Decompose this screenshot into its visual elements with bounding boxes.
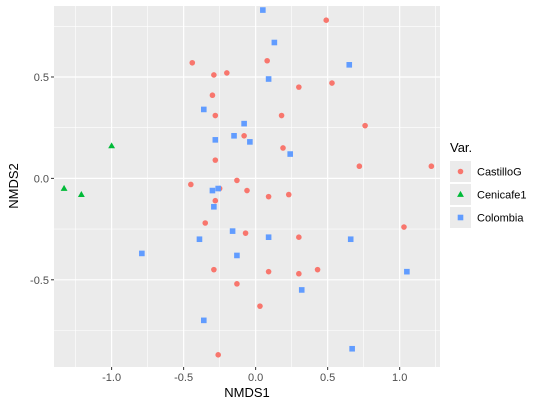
data-point-colombia — [265, 234, 272, 241]
data-point-colombia — [347, 236, 354, 243]
y-tick-label: 0.0 — [34, 173, 49, 185]
legend-item-castillog: CastilloG — [450, 161, 522, 182]
data-point-castillog — [323, 17, 330, 23]
data-point-castillog — [296, 270, 302, 277]
data-point-castillog — [280, 145, 286, 151]
data-point-castillog — [329, 80, 335, 86]
legend-key-triangle-icon — [457, 190, 464, 197]
data-point-castillog — [224, 70, 230, 76]
x-tick-label: 1.0 — [392, 372, 407, 384]
x-axis-title: NMDS1 — [224, 385, 270, 400]
data-point-castillog — [242, 230, 249, 236]
x-tick-label: -0.5 — [174, 372, 193, 384]
data-point-castillog — [189, 59, 196, 66]
data-point-castillog — [356, 163, 363, 170]
data-point-castillog — [244, 187, 250, 194]
data-point-colombia — [231, 132, 237, 139]
data-point-castillog — [234, 281, 240, 287]
data-point-castillog — [257, 303, 263, 309]
legend-key-circle-icon — [457, 168, 464, 175]
data-point-colombia — [212, 137, 219, 143]
data-point-castillog — [362, 122, 368, 129]
data-point-castillog — [209, 92, 216, 99]
data-point-castillog — [241, 132, 247, 139]
data-point-cenicafe1 — [60, 184, 68, 191]
data-point-colombia — [298, 287, 305, 293]
legend-label: CastilloG — [477, 167, 522, 179]
data-point-castillog — [265, 193, 272, 200]
data-point-colombia — [211, 203, 217, 210]
data-point-colombia — [349, 345, 355, 352]
legend-items: CastilloG Cenicafe1 Colombia — [450, 161, 527, 228]
data-point-castillog — [211, 266, 217, 273]
series-castillog — [188, 17, 435, 358]
x-tick-label: 0.0 — [248, 372, 263, 384]
data-point-castillog — [278, 112, 285, 119]
y-tick-label: -0.5 — [30, 275, 49, 287]
data-point-colombia — [287, 151, 294, 157]
x-axis: -1.0 -0.5 0.0 0.5 1.0 — [102, 367, 407, 384]
data-point-colombia — [260, 7, 266, 13]
data-point-colombia — [209, 187, 216, 194]
legend-key-square-icon — [457, 214, 464, 221]
data-point-castillog — [314, 266, 321, 273]
y-axis-title: NMDS2 — [6, 163, 21, 209]
data-point-castillog — [188, 181, 194, 188]
data-point-colombia — [271, 39, 278, 46]
y-axis: -0.5 0.0 0.5 — [30, 72, 54, 287]
legend-item-cenicafe1: Cenicafe1 — [450, 184, 527, 205]
legend: Var. CastilloG Cenicafe1 Colombia — [450, 140, 527, 228]
data-point-castillog — [212, 197, 219, 204]
data-point-colombia — [241, 120, 247, 127]
data-point-castillog — [296, 84, 302, 90]
data-point-colombia — [200, 106, 207, 113]
data-point-colombia — [215, 185, 221, 192]
plot-panel — [54, 6, 440, 367]
data-point-castillog — [285, 191, 292, 198]
x-tick-label: -1.0 — [102, 372, 121, 384]
data-point-colombia — [139, 250, 145, 257]
data-point-castillog — [264, 57, 270, 64]
series-colombia — [139, 7, 410, 352]
data-point-castillog — [215, 352, 221, 358]
data-point-colombia — [346, 62, 353, 68]
grid-layer — [54, 6, 440, 367]
data-point-colombia — [196, 236, 203, 243]
data-point-cenicafe1 — [77, 191, 85, 197]
data-point-colombia — [200, 317, 207, 324]
data-point-castillog — [401, 224, 407, 230]
legend-label: Colombia — [477, 213, 524, 225]
data-point-colombia — [234, 252, 240, 259]
data-point-castillog — [265, 268, 272, 275]
data-point-castillog — [202, 220, 209, 226]
data-point-castillog — [212, 112, 219, 119]
data-point-colombia — [229, 228, 236, 234]
data-point-cenicafe1 — [108, 142, 116, 149]
y-tick-label: 0.5 — [34, 72, 49, 84]
x-tick-label: 0.5 — [320, 372, 335, 384]
data-point-colombia — [247, 139, 253, 145]
data-point-colombia — [265, 76, 272, 82]
points-layer — [60, 7, 435, 358]
data-point-castillog — [428, 163, 435, 170]
data-point-colombia — [404, 268, 410, 275]
legend-item-colombia: Colombia — [450, 207, 524, 228]
data-point-castillog — [211, 72, 217, 78]
legend-title: Var. — [450, 140, 472, 155]
series-cenicafe1 — [60, 142, 116, 197]
data-point-castillog — [234, 177, 240, 184]
data-point-castillog — [296, 234, 302, 241]
legend-label: Cenicafe1 — [477, 190, 527, 202]
data-point-castillog — [212, 157, 219, 163]
